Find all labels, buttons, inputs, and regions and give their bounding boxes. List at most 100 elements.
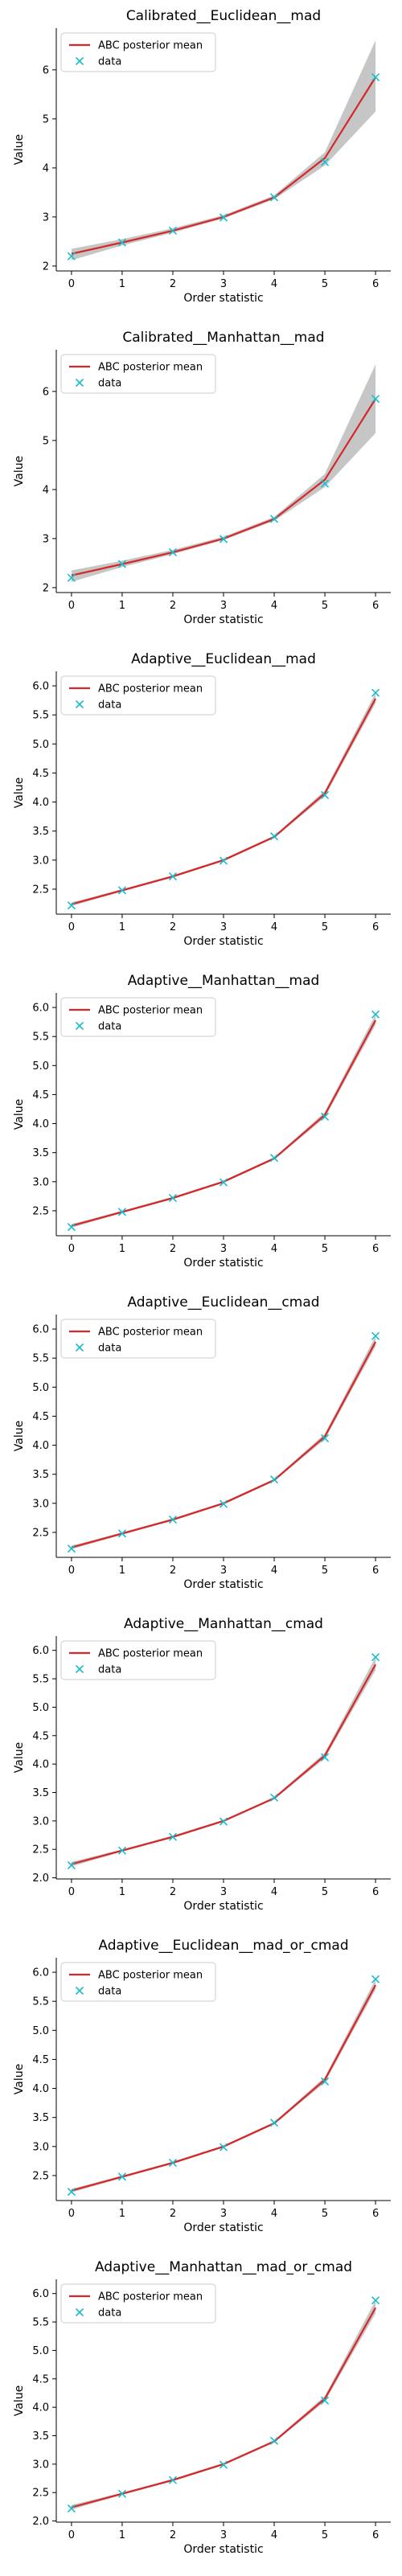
legend-label: ABC posterior mean	[98, 2291, 203, 2303]
x-tick-label: 6	[372, 278, 379, 290]
y-axis-label: Value	[13, 777, 26, 808]
chart-title: Adaptive__Euclidean__mad_or_cmad	[98, 1938, 348, 1954]
data-point	[320, 1753, 330, 1762]
data-point	[67, 901, 76, 910]
y-tick-label: 6.0	[32, 681, 49, 693]
data-point	[219, 2143, 228, 2151]
chart-panel: Adaptive__Manhattan__mad 0 1 2 3 4 5 6 2.5 3.0 3.5…	[0, 965, 402, 1286]
y-tick-label: 2	[43, 260, 49, 273]
data-point	[117, 1846, 127, 1855]
y-tick-label: 4.0	[32, 1440, 49, 1452]
y-tick-label: 2.5	[32, 1527, 49, 1539]
legend-swatch-marker	[75, 699, 84, 709]
data-point	[320, 158, 330, 166]
data-point	[67, 1223, 76, 1232]
x-tick-label: 2	[170, 2208, 176, 2220]
y-tick-label: 5.5	[32, 2317, 49, 2329]
legend-label: ABC posterior mean	[98, 40, 203, 52]
x-tick-label: 4	[271, 278, 277, 290]
x-tick-label: 1	[119, 2208, 125, 2220]
data-point	[269, 1793, 279, 1802]
data-point	[117, 1529, 127, 1538]
legend: ABC posterior mean data	[60, 997, 216, 1037]
data-point	[320, 1112, 330, 1121]
y-tick-label: 4.5	[32, 2054, 49, 2066]
data-point	[219, 856, 228, 865]
y-axis-label: Value	[13, 2064, 26, 2094]
data-point	[67, 2504, 76, 2513]
x-axis-label: Order statistic	[183, 1578, 263, 1591]
x-tick-label: 3	[220, 921, 227, 933]
x-tick-label: 1	[119, 1886, 125, 1898]
x-axis-label: Order statistic	[183, 613, 263, 626]
x-tick-label: 1	[119, 278, 125, 290]
y-tick-label: 4.5	[32, 1730, 49, 1742]
y-tick-label: 4.0	[32, 1118, 49, 1130]
y-tick-label: 3.5	[32, 2430, 49, 2443]
x-tick-label: 5	[322, 2529, 328, 2541]
x-tick-label: 6	[372, 1565, 379, 1577]
y-tick-label: 5.5	[32, 1032, 49, 1044]
legend: ABC posterior mean data	[60, 1319, 216, 1359]
x-tick-label: 2	[170, 278, 176, 290]
y-tick-label: 5.0	[32, 2025, 49, 2037]
data-point	[371, 1010, 380, 1019]
chart-svg: Adaptive__Manhattan__mad 0 1 2 3 4 5 6 2.5 3.0 3.5…	[13, 973, 391, 1270]
legend-label: ABC posterior mean	[98, 1970, 203, 1982]
x-tick-label: 4	[271, 1886, 277, 1898]
chart-svg: Calibrated__Euclidean__mad 0 1 2 3 4 5 6 2 3 4 5 6 Or…	[13, 8, 391, 305]
legend-swatch-marker	[75, 1986, 84, 1996]
x-axis-label: Order statistic	[183, 1257, 263, 1270]
data-point	[67, 1544, 76, 1553]
x-tick-label: 6	[372, 600, 379, 612]
data-point	[269, 515, 279, 523]
series-line-posterior-mean	[71, 1984, 377, 2192]
x-tick-label: 2	[170, 1886, 176, 1898]
legend-label: data	[98, 1343, 121, 1355]
chart-panel: Adaptive__Euclidean__cmad 0 1 2 3 4 5 6 2.5 3.0 3.…	[0, 1286, 402, 1608]
data-point	[67, 2188, 76, 2197]
y-tick-label: 6.0	[32, 2288, 49, 2300]
x-tick-label: 2	[170, 1565, 176, 1577]
legend-label: ABC posterior mean	[98, 683, 203, 695]
legend: ABC posterior mean data	[60, 32, 216, 72]
x-tick-label: 2	[170, 921, 176, 933]
data-point	[168, 1832, 178, 1841]
legend-label: ABC posterior mean	[98, 1005, 203, 1017]
data-point	[371, 1653, 380, 1662]
legend-box	[60, 997, 216, 1037]
data-point	[269, 832, 279, 841]
series-line-posterior-mean	[71, 1341, 377, 1548]
y-tick-label: 5.0	[32, 1702, 49, 1714]
legend-label: data	[98, 699, 121, 712]
x-tick-label: 3	[220, 2208, 227, 2220]
y-axis-label: Value	[13, 1099, 26, 1130]
posterior-draws-band	[71, 1657, 376, 1867]
legend-box	[60, 1962, 216, 2002]
x-tick-label: 6	[372, 2208, 379, 2220]
x-tick-label: 4	[271, 2208, 277, 2220]
legend-label: data	[98, 2307, 121, 2320]
x-tick-label: 2	[170, 1243, 176, 1255]
chart-svg: Adaptive__Manhattan__mad_or_cmad 0 1 2 3 4 5 6 2…	[13, 2259, 391, 2556]
x-tick-label: 3	[220, 1565, 227, 1577]
data-point	[168, 2476, 178, 2484]
data-point	[117, 2489, 127, 2498]
legend-label: ABC posterior mean	[98, 1327, 203, 1339]
y-tick-label: 3.5	[32, 1469, 49, 1481]
legend: ABC posterior mean data	[60, 1640, 216, 1680]
data-point	[371, 1975, 380, 1983]
x-axis-label: Order statistic	[183, 292, 263, 305]
legend: ABC posterior mean data	[60, 1962, 216, 2002]
y-tick-label: 3.0	[32, 855, 49, 867]
data-point	[168, 2158, 178, 2168]
y-tick-label: 3.0	[32, 1498, 49, 1510]
data-point	[371, 394, 380, 404]
legend-swatch-marker	[75, 378, 84, 388]
y-axis-label: Value	[13, 2385, 26, 2416]
y-tick-label: 5	[43, 113, 49, 125]
y-tick-label: 3	[43, 533, 49, 545]
legend-swatch-marker	[75, 2307, 84, 2317]
data-point	[219, 1499, 228, 1508]
x-tick-label: 4	[271, 600, 277, 612]
